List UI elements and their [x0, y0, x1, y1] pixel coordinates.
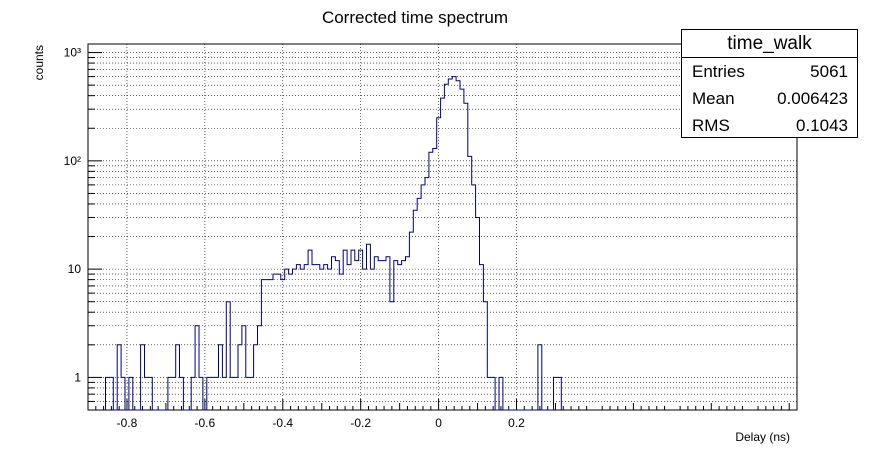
- x-tick-label: -0.8: [117, 416, 138, 430]
- x-tick-label: -0.2: [350, 416, 371, 430]
- y-tick-label: 10: [68, 262, 82, 276]
- y-tick-label: 10³: [64, 46, 81, 60]
- histogram-line: [105, 76, 562, 411]
- x-tick-label: -0.6: [195, 416, 216, 430]
- stats-entries-row: Entries 5061: [682, 58, 857, 85]
- stats-rms-value: 0.1043: [796, 116, 848, 135]
- stats-box: time_walk Entries 5061 Mean 0.006423 RMS…: [681, 29, 858, 138]
- stats-mean-row: Mean 0.006423: [682, 85, 857, 112]
- x-tick-label: 0: [435, 416, 442, 430]
- stats-entries-value: 5061: [810, 62, 848, 81]
- x-tick-label: 0.2: [508, 416, 525, 430]
- stats-name: time_walk: [682, 30, 857, 58]
- stats-mean-value: 0.006423: [777, 89, 848, 108]
- y-axis-label: counts: [32, 45, 46, 80]
- grid-lines: [88, 44, 797, 411]
- y-tick-label: 1: [74, 370, 81, 384]
- stats-rms-row: RMS 0.1043: [682, 112, 857, 139]
- stats-rms-label: RMS: [692, 116, 730, 135]
- axis-tick-labels: -0.8 -0.6 -0.4 -0.2 0 0.2 1 10 10² 10³: [64, 46, 526, 430]
- chart-title: Corrected time spectrum: [321, 8, 509, 27]
- axis-ticks: [87, 52, 798, 411]
- x-axis-label: Delay (ns): [735, 430, 790, 444]
- stats-mean-label: Mean: [692, 89, 735, 108]
- y-tick-label: 10²: [64, 154, 81, 168]
- stats-entries-label: Entries: [692, 62, 745, 81]
- x-tick-label: -0.4: [272, 416, 293, 430]
